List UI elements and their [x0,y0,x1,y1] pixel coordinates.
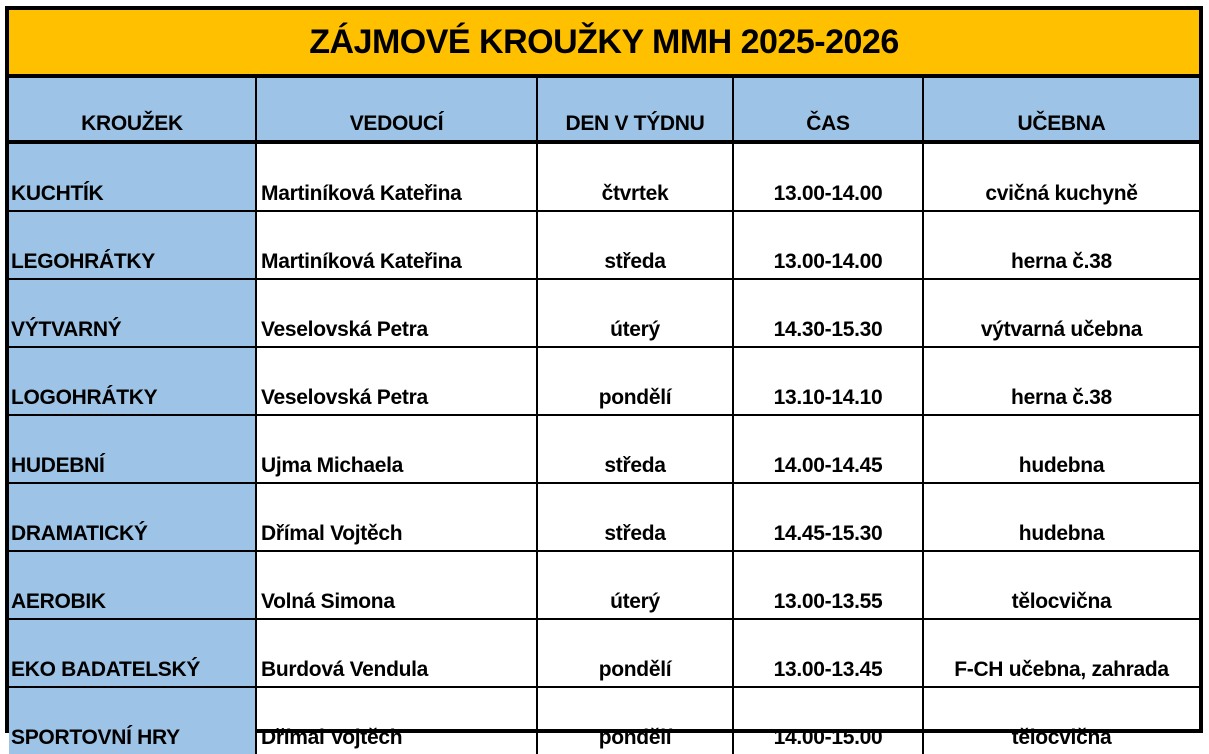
column-header-day: DEN V TÝDNU [536,78,734,144]
cell-leader: Ujma Michaela [255,414,538,484]
cell-leader: Martiníková Kateřina [255,141,538,212]
schedule-sheet: ZÁJMOVÉ KROUŽKY MMH 2025-2026 KROUŽEK VED… [5,6,1203,754]
cell-room: herna č.38 [922,210,1199,280]
cell-leader: Veselovská Petra [255,346,538,416]
cell-club: VÝTVARNÝ [9,278,257,348]
cell-leader: Martiníková Kateřina [255,210,538,280]
cell-club: HUDEBNÍ [9,414,257,484]
cell-time: 13.00-13.55 [732,550,924,620]
table-row: KUCHTÍK Martiníková Kateřina čtvrtek 13.00-… [9,141,1199,212]
cell-day: středa [536,482,734,552]
column-header-room: UČEBNA [922,78,1199,144]
schedule-table: KROUŽEK VEDOUCÍ DEN V TÝDNU ČAS UČEBNA KUCHT… [9,78,1199,754]
cell-day: středa [536,210,734,280]
cell-club: SPORTOVNÍ HRY [9,686,257,754]
column-header-club: KROUŽEK [9,78,257,144]
table-row: AEROBIK Volná Simona úterý 13.00-13.55 těloc… [9,550,1199,620]
table-row: EKO BADATELSKÝ Burdová Vendula pondělí 13.0… [9,618,1199,688]
cell-time: 13.00-13.45 [732,618,924,688]
cell-leader: Dřímal Vojtěch [255,482,538,552]
cell-day: úterý [536,278,734,348]
cell-room: herna č.38 [922,346,1199,416]
cell-time: 13.10-14.10 [732,346,924,416]
table-row: LOGOHRÁTKY Veselovská Petra pondělí 13.10-1… [9,346,1199,416]
table-row: SPORTOVNÍ HRY Dřímal Vojtěch pondělí 14.00-… [9,686,1199,754]
cell-time: 14.30-15.30 [732,278,924,348]
cell-time: 14.45-15.30 [732,482,924,552]
cell-day: pondělí [536,686,734,754]
table-row: HUDEBNÍ Ujma Michaela středa 14.00-14.45 hud… [9,414,1199,484]
column-header-time: ČAS [732,78,924,144]
cell-room: hudebna [922,482,1199,552]
table-row: DRAMATICKÝ Dřímal Vojtěch středa 14.45-15.3… [9,482,1199,552]
cell-leader: Veselovská Petra [255,278,538,348]
cell-room: hudebna [922,414,1199,484]
cell-leader: Volná Simona [255,550,538,620]
cell-club: LOGOHRÁTKY [9,346,257,416]
cell-room: tělocvična [922,686,1199,754]
cell-leader: Burdová Vendula [255,618,538,688]
cell-room: výtvarná učebna [922,278,1199,348]
cell-time: 13.00-14.00 [732,210,924,280]
cell-room: F-CH učebna, zahrada [922,618,1199,688]
cell-day: středa [536,414,734,484]
table-row: VÝTVARNÝ Veselovská Petra úterý 14.30-15.30… [9,278,1199,348]
cell-time: 14.00-15.00 [732,686,924,754]
cell-leader: Dřímal Vojtěch [255,686,538,754]
cell-day: pondělí [536,346,734,416]
header-row: KROUŽEK VEDOUCÍ DEN V TÝDNU ČAS UČEBNA [9,78,1199,144]
cell-day: pondělí [536,618,734,688]
cell-time: 13.00-14.00 [732,141,924,212]
cell-room: cvičná kuchyně [922,141,1199,212]
cell-room: tělocvična [922,550,1199,620]
cell-club: KUCHTÍK [9,141,257,212]
cell-club: DRAMATICKÝ [9,482,257,552]
cell-club: AEROBIK [9,550,257,620]
cell-time: 14.00-14.45 [732,414,924,484]
cell-day: čtvrtek [536,141,734,212]
cell-day: úterý [536,550,734,620]
table-row: LEGOHRÁTKY Martiníková Kateřina středa 13.0… [9,210,1199,280]
column-header-leader: VEDOUCÍ [255,78,538,144]
cell-club: LEGOHRÁTKY [9,210,257,280]
page-title: ZÁJMOVÉ KROUŽKY MMH 2025-2026 [9,10,1199,78]
cell-club: EKO BADATELSKÝ [9,618,257,688]
